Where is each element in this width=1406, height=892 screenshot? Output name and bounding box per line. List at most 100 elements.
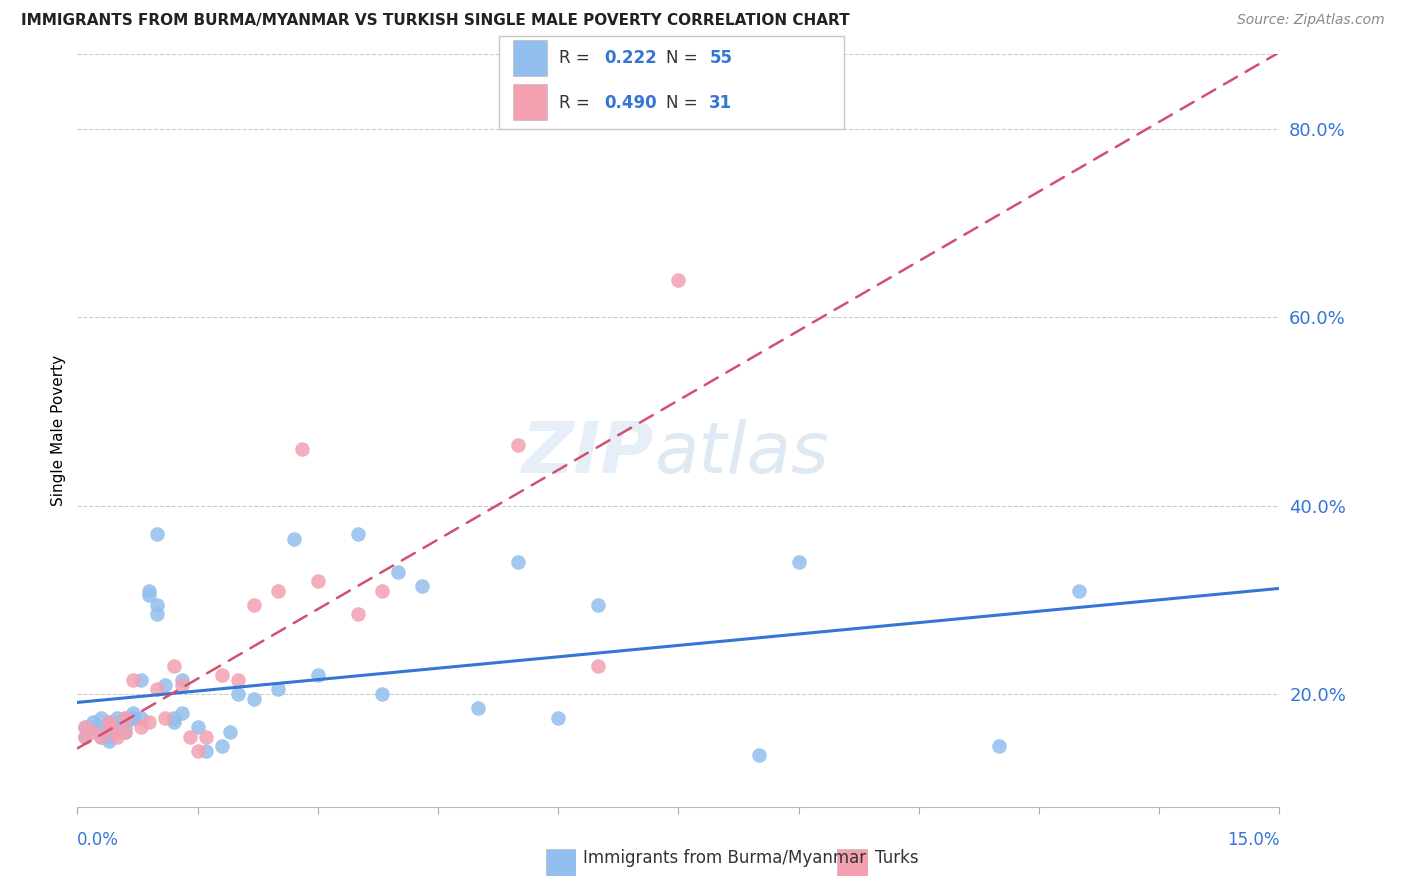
Point — [242, 692, 264, 706]
Point — [114, 711, 136, 725]
Text: 55: 55 — [709, 49, 733, 67]
FancyBboxPatch shape — [546, 849, 576, 876]
Point — [668, 273, 690, 287]
Point — [155, 711, 177, 725]
Point — [138, 583, 160, 598]
Point — [82, 724, 104, 739]
Point — [114, 711, 136, 725]
Point — [114, 724, 136, 739]
Point — [155, 678, 177, 692]
Text: R =: R = — [560, 49, 595, 67]
Text: N =: N = — [666, 49, 703, 67]
Point — [114, 715, 136, 730]
Text: 31: 31 — [709, 95, 733, 112]
Point — [98, 730, 121, 744]
Point — [122, 673, 145, 687]
Point — [146, 682, 169, 697]
Point — [82, 715, 104, 730]
FancyBboxPatch shape — [513, 40, 547, 76]
Point — [187, 720, 209, 734]
Point — [267, 682, 290, 697]
Point — [162, 659, 184, 673]
Point — [194, 744, 217, 758]
Point — [107, 711, 129, 725]
Point — [588, 598, 610, 612]
FancyBboxPatch shape — [513, 85, 547, 120]
Point — [90, 711, 112, 725]
Point — [748, 748, 770, 763]
Point — [162, 715, 184, 730]
Point — [98, 715, 121, 730]
Point — [347, 607, 370, 621]
Text: ZIP: ZIP — [522, 418, 654, 488]
Point — [122, 711, 145, 725]
Point — [90, 730, 112, 744]
Point — [387, 565, 409, 579]
Point — [75, 720, 97, 734]
Point — [988, 739, 1011, 753]
Point — [194, 730, 217, 744]
Point — [82, 720, 104, 734]
Point — [107, 724, 129, 739]
Point — [226, 687, 249, 701]
Point — [170, 706, 193, 720]
Point — [90, 730, 112, 744]
Point — [307, 574, 329, 589]
Point — [98, 734, 121, 748]
Point — [588, 659, 610, 673]
Text: 0.490: 0.490 — [605, 95, 657, 112]
Point — [75, 730, 97, 744]
Text: 0.0%: 0.0% — [77, 831, 120, 849]
Point — [267, 583, 290, 598]
Point — [211, 668, 233, 682]
Point — [98, 720, 121, 734]
Point — [146, 607, 169, 621]
Point — [1069, 583, 1091, 598]
Point — [187, 744, 209, 758]
Text: Immigrants from Burma/Myanmar: Immigrants from Burma/Myanmar — [583, 849, 866, 867]
Text: Source: ZipAtlas.com: Source: ZipAtlas.com — [1237, 13, 1385, 28]
Point — [146, 598, 169, 612]
Text: atlas: atlas — [654, 418, 830, 488]
Point — [114, 720, 136, 734]
Point — [411, 579, 433, 593]
Point — [107, 730, 129, 744]
Text: 15.0%: 15.0% — [1227, 831, 1279, 849]
Point — [170, 673, 193, 687]
Y-axis label: Single Male Poverty: Single Male Poverty — [51, 355, 66, 506]
Point — [131, 720, 153, 734]
Point — [98, 720, 121, 734]
Point — [371, 687, 394, 701]
Point — [131, 673, 153, 687]
FancyBboxPatch shape — [837, 849, 868, 876]
Point — [242, 598, 264, 612]
Point — [122, 711, 145, 725]
Point — [107, 715, 129, 730]
Text: N =: N = — [666, 95, 703, 112]
Point — [107, 724, 129, 739]
Point — [787, 555, 810, 569]
Point — [75, 720, 97, 734]
Point — [226, 673, 249, 687]
Point — [131, 711, 153, 725]
Point — [218, 724, 240, 739]
Point — [170, 678, 193, 692]
Point — [114, 724, 136, 739]
FancyBboxPatch shape — [499, 36, 844, 129]
Text: Turks: Turks — [875, 849, 918, 867]
Point — [90, 720, 112, 734]
Text: IMMIGRANTS FROM BURMA/MYANMAR VS TURKISH SINGLE MALE POVERTY CORRELATION CHART: IMMIGRANTS FROM BURMA/MYANMAR VS TURKISH… — [21, 13, 849, 29]
Point — [371, 583, 394, 598]
Point — [107, 720, 129, 734]
Point — [75, 730, 97, 744]
Point — [122, 706, 145, 720]
Point — [307, 668, 329, 682]
Point — [508, 437, 530, 451]
Point — [467, 701, 489, 715]
Point — [211, 739, 233, 753]
Point — [347, 527, 370, 541]
Point — [283, 532, 305, 546]
Point — [162, 711, 184, 725]
Point — [179, 730, 201, 744]
Point — [547, 711, 569, 725]
